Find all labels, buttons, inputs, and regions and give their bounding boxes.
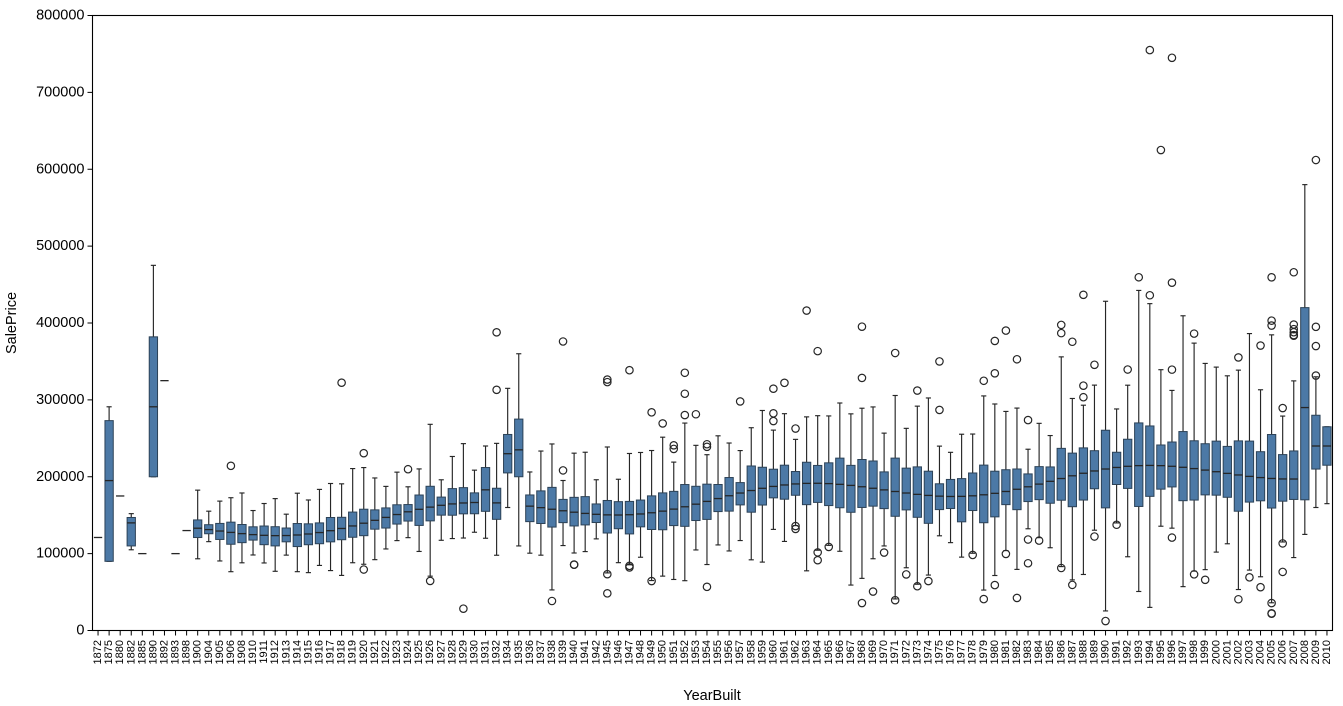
svg-text:300000: 300000 <box>36 392 84 408</box>
svg-text:600000: 600000 <box>36 161 84 177</box>
svg-text:700000: 700000 <box>36 84 84 100</box>
svg-text:800000: 800000 <box>36 8 84 24</box>
svg-text:YearBuilt: YearBuilt <box>683 688 741 704</box>
svg-text:400000: 400000 <box>36 315 84 331</box>
svg-text:100000: 100000 <box>36 546 84 562</box>
svg-text:SalePrice: SalePrice <box>4 292 20 354</box>
svg-text:200000: 200000 <box>36 469 84 485</box>
svg-text:2010: 2010 <box>1321 640 1333 664</box>
svg-text:500000: 500000 <box>36 238 84 254</box>
svg-text:0: 0 <box>76 623 84 639</box>
